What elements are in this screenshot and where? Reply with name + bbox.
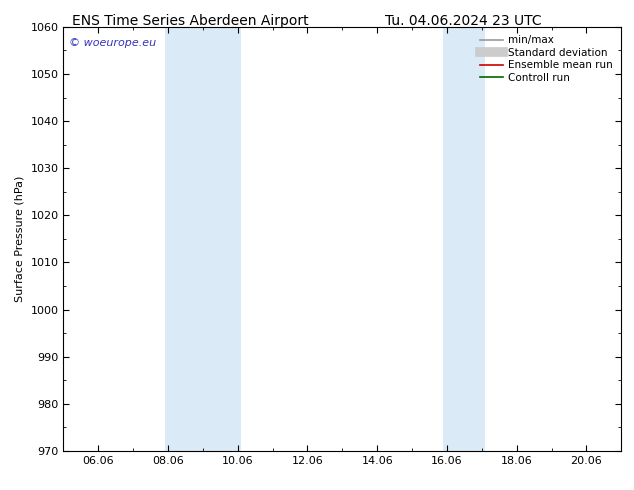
Legend: min/max, Standard deviation, Ensemble mean run, Controll run: min/max, Standard deviation, Ensemble me… <box>477 32 616 86</box>
Text: Tu. 04.06.2024 23 UTC: Tu. 04.06.2024 23 UTC <box>384 14 541 28</box>
Bar <box>444 27 486 451</box>
Y-axis label: Surface Pressure (hPa): Surface Pressure (hPa) <box>15 176 25 302</box>
Text: ENS Time Series Aberdeen Airport: ENS Time Series Aberdeen Airport <box>72 14 309 28</box>
Bar <box>165 27 241 451</box>
Text: © woeurope.eu: © woeurope.eu <box>69 38 156 48</box>
